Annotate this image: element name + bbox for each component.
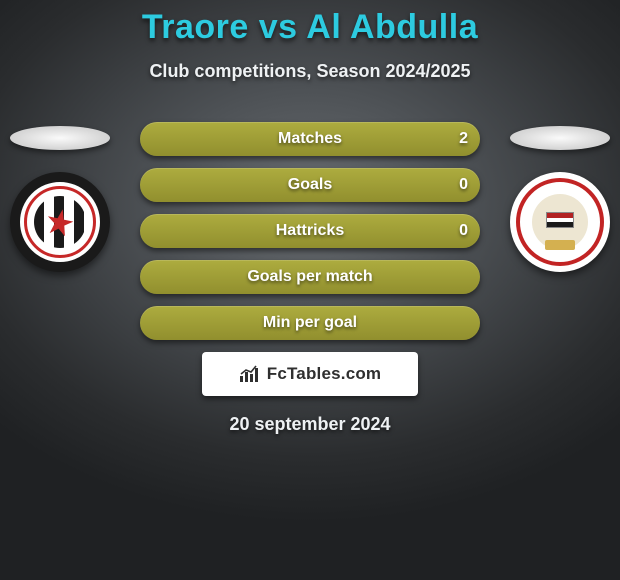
stat-row: Goals per match	[0, 260, 620, 294]
stat-pill-goals-per-match: Goals per match	[140, 260, 480, 294]
club-badge-left-stripes	[34, 196, 86, 248]
club-badge-right-base	[545, 240, 575, 250]
player-avatar-right	[510, 126, 610, 150]
stat-label: Goals per match	[247, 268, 372, 286]
stat-label: Hattricks	[276, 222, 344, 240]
stat-label: Matches	[278, 130, 342, 148]
content-container: Traore vs Al Abdulla Club competitions, …	[0, 0, 620, 580]
stat-row: Min per goal	[0, 306, 620, 340]
club-badge-left	[10, 172, 110, 272]
stat-label: Min per goal	[263, 314, 357, 332]
stat-pill-goals: Goals 0	[140, 168, 480, 202]
bar-chart-icon	[239, 365, 261, 383]
player-avatar-left	[10, 126, 110, 150]
stat-value-right: 0	[459, 176, 468, 194]
stat-value-right: 2	[459, 130, 468, 148]
stat-pill-matches: Matches 2	[140, 122, 480, 156]
subtitle: Club competitions, Season 2024/2025	[0, 61, 620, 82]
club-badge-right-flag	[546, 212, 574, 228]
date-text: 20 september 2024	[0, 414, 620, 435]
stat-label: Goals	[288, 176, 332, 194]
stat-value-right: 0	[459, 222, 468, 240]
stat-pill-min-per-goal: Min per goal	[140, 306, 480, 340]
club-badge-right	[510, 172, 610, 272]
page-title: Traore vs Al Abdulla	[0, 8, 620, 47]
stat-pill-hattricks: Hattricks 0	[140, 214, 480, 248]
brand-box: FcTables.com	[202, 352, 418, 396]
brand-text: FcTables.com	[267, 364, 382, 384]
